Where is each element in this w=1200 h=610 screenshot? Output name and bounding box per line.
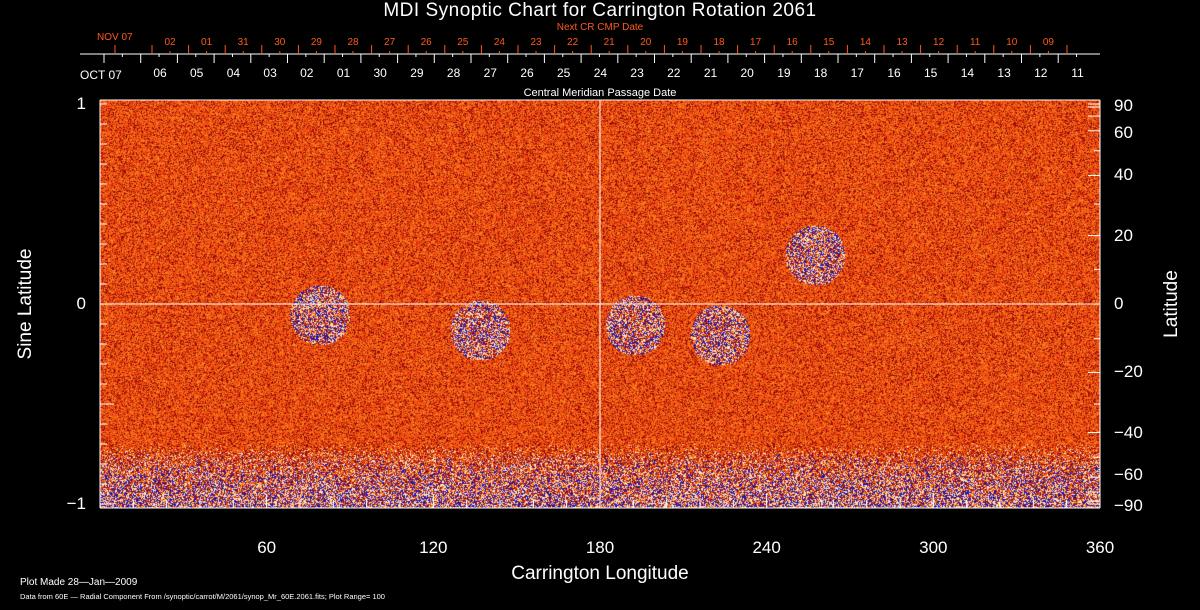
x-tick-label: 180 bbox=[585, 538, 615, 557]
y-tick-label-right: 40 bbox=[1114, 165, 1133, 185]
next-cr-date-label: 01 bbox=[201, 37, 213, 48]
cmp-date-label: 02 bbox=[300, 66, 314, 80]
next-cr-date-label: 19 bbox=[676, 37, 688, 48]
x-tick-label: 360 bbox=[1085, 538, 1115, 557]
plot-made-note: Plot Made 28—Jan—2009 bbox=[20, 577, 138, 588]
x-tick-label: 120 bbox=[419, 538, 448, 557]
cmp-date-label: 23 bbox=[630, 66, 644, 80]
chart-title: MDI Synoptic Chart for Carrington Rotati… bbox=[383, 0, 817, 21]
cmp-date-label: 28 bbox=[446, 66, 461, 80]
cmp-date-label: 11 bbox=[1071, 66, 1084, 80]
next-cr-date-label: 13 bbox=[896, 37, 908, 48]
x-axis-label: Carrington Longitude bbox=[511, 563, 689, 584]
y-tick-label-right: 60 bbox=[1114, 122, 1133, 142]
y-tick-label-left: 1 bbox=[76, 94, 86, 113]
next-cr-date-label: 31 bbox=[237, 37, 249, 48]
cmp-axis-caption: Central Meridian Passage Date bbox=[523, 87, 677, 99]
cmp-date-label: 25 bbox=[557, 66, 571, 80]
next-cr-date-label: 18 bbox=[713, 37, 725, 48]
cmp-date-label: 19 bbox=[777, 66, 791, 80]
next-cr-date-label: 21 bbox=[603, 37, 615, 48]
cmp-date-label: 27 bbox=[483, 66, 497, 80]
x-tick-label: 240 bbox=[752, 538, 781, 557]
cmp-date-label: 26 bbox=[520, 66, 534, 80]
next-cr-date-label: 23 bbox=[530, 37, 542, 48]
y-tick-label-right: −60 bbox=[1114, 465, 1143, 485]
cmp-date-label: 14 bbox=[960, 66, 975, 80]
cmp-date-label: 13 bbox=[997, 66, 1011, 80]
cmp-date-label: 15 bbox=[924, 66, 938, 80]
next-cr-date-label: 10 bbox=[1006, 37, 1018, 48]
y-tick-label-right: −20 bbox=[1114, 362, 1143, 382]
cmp-date-label: 21 bbox=[703, 66, 718, 80]
next-cr-date-label: 12 bbox=[933, 37, 945, 48]
next-cr-date-label: 14 bbox=[859, 37, 871, 48]
next-cr-date-label: 22 bbox=[567, 37, 579, 48]
cmp-start-label: OCT 07 bbox=[80, 68, 122, 82]
next-cr-date-label: 11 bbox=[969, 37, 981, 48]
next-cr-date-label: 16 bbox=[786, 37, 798, 48]
y-tick-label-left: 0 bbox=[76, 294, 86, 313]
y-tick-label-right: 20 bbox=[1114, 225, 1133, 245]
cmp-date-label: 05 bbox=[190, 66, 204, 80]
next-cr-date-label: 02 bbox=[164, 37, 176, 48]
cmp-date-label: 06 bbox=[153, 66, 167, 80]
cmp-date-label: 04 bbox=[226, 66, 241, 80]
next-cr-date-label: 25 bbox=[457, 37, 469, 48]
y-axis-label-left: Sine Latitude bbox=[15, 248, 36, 360]
cmp-date-label: 20 bbox=[740, 66, 754, 80]
next-cr-date-label: 15 bbox=[823, 37, 835, 48]
cmp-date-label: 29 bbox=[410, 66, 424, 80]
cmp-date-label: 12 bbox=[1034, 66, 1048, 80]
y-tick-label-right: −90 bbox=[1114, 496, 1143, 515]
next-cr-date-label: 29 bbox=[310, 37, 322, 48]
next-cr-date-label: 24 bbox=[493, 37, 505, 48]
next-cr-start-label: NOV 07 bbox=[97, 32, 133, 43]
x-tick-label: 60 bbox=[257, 538, 277, 557]
next-cr-date-label: 17 bbox=[750, 37, 762, 48]
data-source-note: Data from 60E — Radial Component From /s… bbox=[20, 592, 385, 601]
cmp-date-label: 24 bbox=[593, 66, 608, 80]
cmp-date-label: 03 bbox=[263, 66, 277, 80]
y-axis-label-right: Latitude bbox=[1161, 270, 1182, 338]
next-cr-date-label: 27 bbox=[384, 37, 396, 48]
next-cr-date-label: 09 bbox=[1042, 37, 1054, 48]
next-cr-date-label: 26 bbox=[420, 37, 432, 48]
y-tick-label-right: 90 bbox=[1114, 96, 1133, 115]
cmp-date-label: 17 bbox=[850, 66, 864, 80]
cmp-date-label: 18 bbox=[813, 66, 828, 80]
y-tick-label-left: −1 bbox=[66, 494, 86, 513]
next-cr-date-label: 30 bbox=[274, 37, 286, 48]
cmp-date-label: 01 bbox=[336, 66, 351, 80]
y-tick-label-right: 0 bbox=[1114, 294, 1124, 313]
y-tick-label-right: −40 bbox=[1114, 422, 1143, 442]
cmp-date-label: 16 bbox=[887, 66, 901, 80]
cmp-date-label: 22 bbox=[667, 66, 681, 80]
next-cr-date-label: 28 bbox=[347, 37, 359, 48]
x-tick-label: 300 bbox=[919, 538, 948, 557]
cmp-date-label: 30 bbox=[373, 66, 387, 80]
next-cr-axis-caption: Next CR CMP Date bbox=[556, 22, 644, 33]
next-cr-date-label: 20 bbox=[640, 37, 652, 48]
